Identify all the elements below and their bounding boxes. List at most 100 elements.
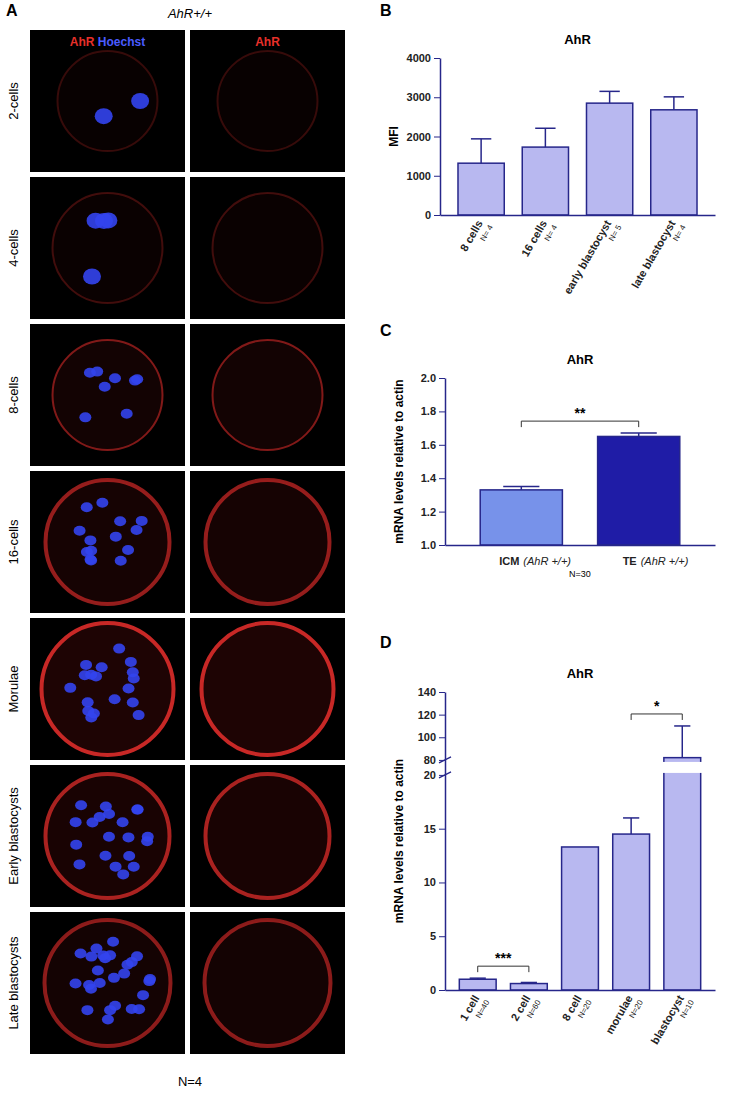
y-tick: 140 — [418, 686, 445, 698]
nucleus — [133, 710, 145, 720]
error-bar — [535, 128, 555, 147]
nucleus — [97, 950, 109, 960]
panel-header: AhR+/+ — [167, 6, 212, 21]
micrograph — [30, 765, 185, 907]
y-tick-mark — [434, 137, 440, 138]
channel-name: AhR — [255, 35, 280, 49]
y-tick-mark — [439, 737, 445, 738]
y-tick-mark — [439, 692, 445, 693]
bar — [598, 436, 680, 545]
axis-break-mark — [439, 757, 451, 763]
channel-label: AhR — [255, 35, 280, 49]
category-note: N=20 — [627, 998, 645, 1020]
y-tick: 1.2 — [421, 506, 445, 518]
embryo-body — [46, 480, 170, 604]
panel-letter: B — [380, 2, 392, 19]
y-tick: 4000 — [407, 52, 440, 64]
error-cap — [664, 96, 684, 98]
nucleus — [80, 660, 92, 670]
nucleus — [114, 516, 126, 526]
micrograph: AhR Hoechst — [30, 30, 185, 172]
error-stem — [682, 726, 684, 758]
nucleus — [109, 694, 121, 704]
axis-break-mark — [439, 772, 451, 778]
error-bar — [623, 818, 639, 834]
nucleus — [108, 973, 120, 983]
image-background — [30, 177, 185, 319]
bar — [651, 110, 697, 215]
bar — [459, 979, 496, 990]
nucleus — [75, 800, 87, 810]
annotation: N=30 — [569, 569, 591, 579]
nucleus — [85, 546, 97, 556]
nucleus — [73, 859, 85, 869]
micrograph — [30, 912, 185, 1054]
y-tick-label: 15 — [424, 823, 436, 835]
y-tick-label: 1.2 — [421, 506, 436, 518]
nucleus — [103, 832, 115, 842]
embryo-body — [202, 623, 334, 755]
y-tick-mark — [439, 545, 445, 546]
category-note: N= 5 — [607, 223, 624, 243]
x-tick: early blastocystN= 5 — [561, 215, 623, 296]
y-axis-line — [445, 379, 447, 546]
y-tick: 20 — [424, 769, 445, 781]
y-axis: 1.01.21.41.61.82.0 — [421, 372, 446, 551]
y-tick-label: 2000 — [407, 131, 431, 143]
channel-label: AhR Hoechst — [70, 35, 145, 49]
figure: AAhR+/+AhR HoechstAhR2-cells4-cells8-cel… — [0, 0, 735, 1096]
error-bar — [664, 97, 684, 110]
nucleus — [123, 851, 135, 861]
y-tick-mark — [439, 512, 445, 513]
panel-letter: C — [380, 322, 392, 339]
nucleus — [126, 957, 138, 967]
nucleus — [83, 268, 101, 284]
y-tick-mark — [439, 715, 445, 716]
nucleus — [123, 683, 135, 693]
error-bar — [503, 487, 539, 490]
nucleus — [117, 869, 129, 879]
y-tick-label: 1.4 — [421, 472, 437, 484]
error-bar — [621, 433, 657, 436]
nucleus — [115, 556, 127, 566]
y-tick-label: 0 — [430, 984, 436, 996]
category-note: N=60 — [525, 998, 543, 1020]
micrograph — [190, 324, 345, 466]
image-background — [190, 618, 345, 760]
nucleus — [92, 966, 104, 976]
plot-marks — [480, 433, 680, 545]
x-axis: 8 cellsN= 416 cellsN= 4early blastocystN… — [441, 215, 716, 296]
embryo-body — [46, 774, 170, 898]
y-tick: 1.4 — [421, 472, 445, 484]
chart-title: AhR — [564, 32, 591, 47]
y-tick-mark — [439, 411, 445, 412]
category-note: N=40 — [474, 998, 492, 1020]
nucleus — [90, 671, 102, 681]
row-label: 2-cells — [6, 82, 21, 120]
image-background — [190, 471, 345, 613]
nucleus — [95, 108, 113, 124]
x-tick: 8 cellsN= 4 — [458, 215, 495, 253]
nucleus — [118, 969, 130, 979]
y-tick-label: 120 — [418, 709, 436, 721]
micrograph — [190, 765, 345, 907]
embryo-body — [213, 193, 323, 303]
y-axis-title: MFI — [387, 126, 401, 147]
error-bar — [521, 982, 537, 983]
significance-bracket — [478, 966, 529, 972]
y-tick-mark — [434, 176, 440, 177]
nucleus — [64, 683, 76, 693]
category-note: N= 4 — [671, 223, 688, 243]
nucleus — [84, 535, 96, 545]
y-tick: 2.0 — [421, 372, 445, 384]
x-tick: blastocystN=10 — [648, 990, 696, 1046]
y-tick-label: 5 — [430, 930, 436, 942]
y-tick: 1000 — [407, 170, 440, 182]
y-tick: 3000 — [407, 91, 440, 103]
nucleus — [132, 804, 144, 814]
x-axis: 1 cellN=402 cellN=608 cellN=20morulaeN=2… — [446, 990, 716, 1046]
y-tick-label: 80 — [424, 754, 436, 766]
significance-bracket — [631, 714, 682, 720]
y-tick: 2000 — [407, 131, 440, 143]
error-stem — [673, 97, 675, 110]
